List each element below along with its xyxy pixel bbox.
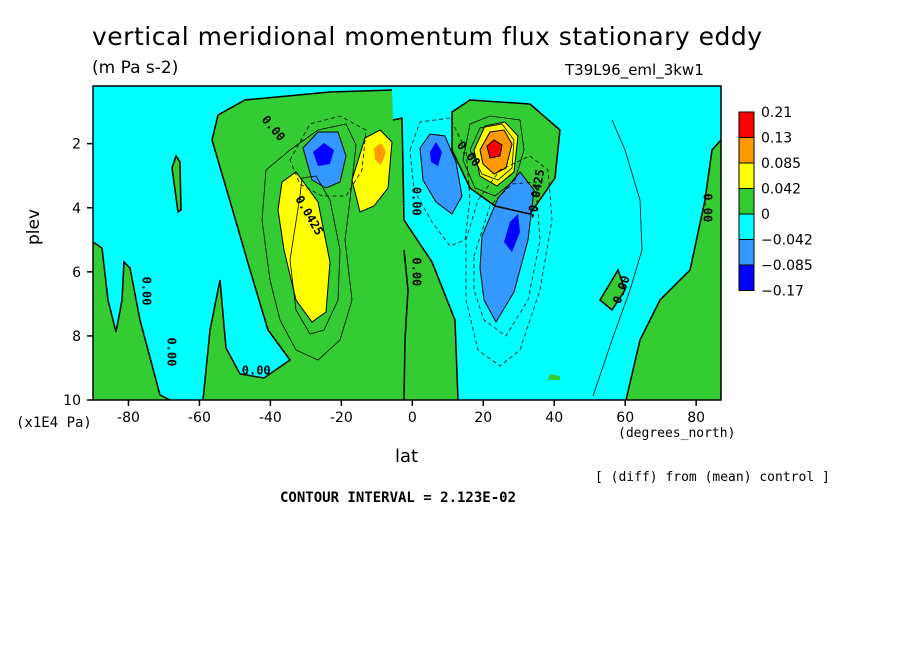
colorbar-label: −0.17	[761, 284, 804, 300]
x-tick-label: 40	[545, 410, 563, 426]
fill-darkblue-sh	[313, 143, 334, 166]
fill-green-thin-column	[172, 156, 181, 212]
fill-green-east-wedge	[600, 270, 625, 310]
x-tick-label: 80	[687, 410, 705, 426]
colorbar-swatch	[738, 239, 755, 266]
colorbar-swatch	[738, 188, 755, 215]
contour-label: 0.00	[700, 193, 714, 222]
contour-label: 0.00	[165, 337, 179, 366]
colorbar-label: 0.085	[761, 156, 801, 172]
run-name: T39L96_eml_3kw1	[565, 61, 704, 79]
colorbar-swatch	[738, 137, 755, 164]
zero-contours	[93, 89, 721, 400]
x-tick-label: -40	[259, 410, 282, 426]
x-axis: -80 -60 -40 -20 0 20 40 60 80	[117, 400, 705, 426]
chart-units: (m Pa s-2)	[92, 58, 179, 78]
plot-frame	[92, 85, 722, 401]
x-axis-units: (degrees_north)	[618, 426, 736, 441]
fill-green-main	[203, 90, 458, 400]
contour-label: 0.00	[242, 363, 271, 377]
y-tick-label: 4	[72, 201, 81, 217]
fill-green-south	[548, 374, 560, 380]
x-tick-label: -60	[188, 410, 211, 426]
chart-title: vertical meridional momentum flux statio…	[92, 22, 763, 51]
colorbar-swatch	[738, 162, 755, 189]
fill-red-max	[486, 139, 503, 159]
filled-contours	[93, 86, 721, 400]
y-axis-units: (x1E4 Pa)	[16, 415, 92, 431]
y-tick-label: 6	[72, 265, 81, 281]
x-axis-label: lat	[395, 446, 419, 467]
fill-darkblue-nh	[430, 142, 442, 166]
dashed-contour-lines	[289, 115, 553, 367]
contour-interval: CONTOUR INTERVAL = 2.123E-02	[280, 490, 517, 506]
contour-label: 0.00	[409, 187, 423, 216]
x-tick-label: 60	[616, 410, 634, 426]
contour-label: 0.00	[409, 257, 423, 286]
contour-lines	[261, 115, 643, 397]
x-tick-label: 20	[474, 410, 492, 426]
x-tick-label: -80	[117, 410, 140, 426]
colorbar-label: −0.042	[761, 233, 813, 249]
y-tick-label: 8	[72, 329, 81, 345]
x-tick-label: -20	[330, 410, 353, 426]
y-tick-label: 2	[72, 137, 81, 153]
fill-yellow-sh-deep	[277, 171, 331, 323]
colorbar-label: 0.042	[761, 182, 801, 198]
contour-label: 0.00	[140, 277, 154, 306]
fill-green-far-east	[626, 140, 721, 400]
diff-note: [ (diff) from (mean) control ]	[595, 470, 830, 485]
colorbar: 0.21 0.13 0.085 0.042 0 −0.042 −0.085 −0.17	[738, 105, 813, 300]
colorbar-label: 0	[761, 207, 770, 223]
y-axis: 2 4 6 8 10	[63, 137, 93, 409]
fill-darkblue-nh-deep	[504, 214, 520, 252]
colorbar-swatch	[738, 213, 755, 240]
colorbar-label: −0.085	[761, 258, 813, 274]
colorbar-swatch	[738, 264, 755, 291]
colorbar-swatch	[738, 111, 755, 138]
y-tick-label: 10	[63, 393, 81, 409]
colorbar-label: 0.13	[761, 131, 792, 147]
x-tick-label: 0	[408, 410, 417, 426]
fill-orange-sh	[374, 143, 386, 165]
colorbar-label: 0.21	[761, 105, 792, 121]
